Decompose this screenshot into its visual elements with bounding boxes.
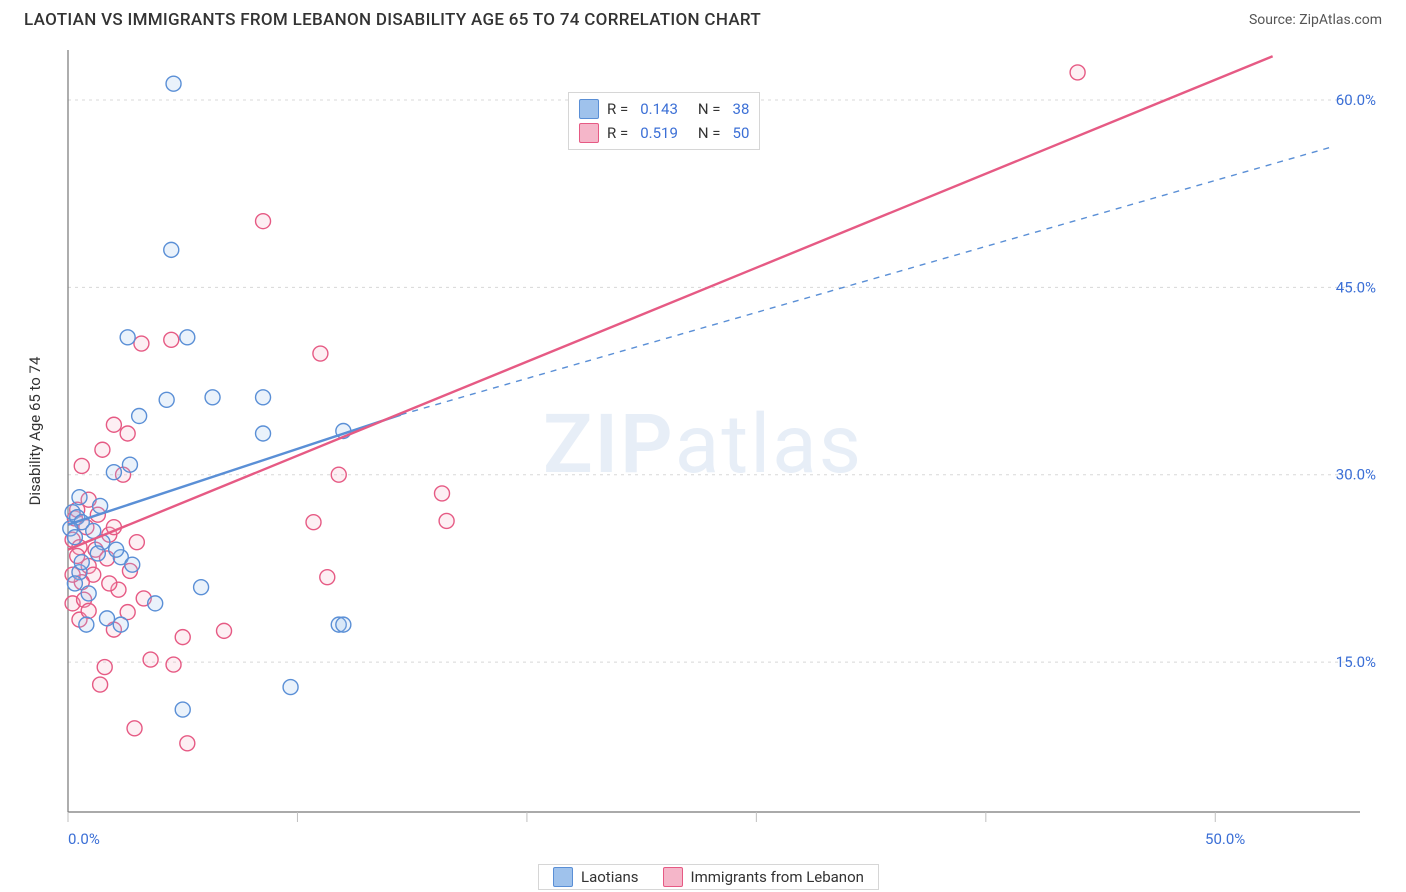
scatter-point bbox=[132, 409, 147, 424]
scatter-point bbox=[164, 242, 179, 257]
scatter-point bbox=[180, 736, 195, 751]
legend-swatch bbox=[579, 99, 599, 119]
scatter-point bbox=[122, 457, 137, 472]
legend-r-label: R = bbox=[607, 100, 628, 118]
scatter-point bbox=[129, 535, 144, 550]
legend-r-value: 0.519 bbox=[640, 124, 678, 142]
svg-text:Disability Age 65 to 74: Disability Age 65 to 74 bbox=[26, 356, 44, 505]
scatter-point bbox=[72, 490, 87, 505]
scatter-point bbox=[97, 660, 112, 675]
scatter-point bbox=[331, 467, 346, 482]
source-attribution: Source: ZipAtlas.com bbox=[1249, 12, 1382, 28]
legend-n-label: N = bbox=[698, 124, 721, 142]
chart-container: 15.0% 30.0% 45.0% 60.0% 0.0% 50.0% Disability … bbox=[20, 42, 1386, 882]
scatter-point bbox=[74, 458, 89, 473]
legend-swatch bbox=[579, 123, 599, 143]
legend-row: R = 0.143 N = 38 bbox=[579, 97, 749, 121]
scatter-point bbox=[81, 603, 96, 618]
scatter-point bbox=[127, 721, 142, 736]
scatter-point bbox=[256, 390, 271, 405]
scatter-point bbox=[306, 515, 321, 530]
scatter-point bbox=[256, 426, 271, 441]
legend-item-label: Immigrants from Lebanon bbox=[691, 868, 864, 886]
scatter-point bbox=[106, 417, 121, 432]
scatter-chart: 15.0% 30.0% 45.0% 60.0% 0.0% 50.0% Disability … bbox=[20, 42, 1386, 882]
source-prefix: Source: bbox=[1249, 12, 1299, 28]
scatter-point bbox=[93, 677, 108, 692]
scatter-point bbox=[120, 330, 135, 345]
scatter-point bbox=[113, 617, 128, 632]
scatter-point bbox=[148, 596, 163, 611]
legend-n-value: 50 bbox=[733, 124, 750, 142]
scatter-point bbox=[313, 346, 328, 361]
legend-r-label: R = bbox=[607, 124, 628, 142]
scatter-point bbox=[102, 576, 117, 591]
svg-text:15.0%: 15.0% bbox=[1336, 653, 1376, 671]
svg-text:45.0%: 45.0% bbox=[1336, 278, 1376, 296]
legend-swatch bbox=[663, 867, 683, 887]
legend-item: Immigrants from Lebanon bbox=[663, 867, 864, 887]
scatter-point bbox=[205, 390, 220, 405]
legend-n-value: 38 bbox=[733, 100, 750, 118]
scatter-point bbox=[194, 580, 209, 595]
svg-text:0.0%: 0.0% bbox=[68, 830, 100, 848]
scatter-point bbox=[95, 442, 110, 457]
scatter-point bbox=[217, 623, 232, 638]
legend-item: Laotians bbox=[553, 867, 639, 887]
scatter-point bbox=[134, 336, 149, 351]
legend-item-label: Laotians bbox=[581, 868, 639, 886]
regression-line-extrapolated bbox=[401, 147, 1330, 414]
scatter-point bbox=[256, 214, 271, 229]
chart-title: LAOTIAN VS IMMIGRANTS FROM LEBANON DISAB… bbox=[24, 10, 761, 30]
legend-swatch bbox=[553, 867, 573, 887]
scatter-point bbox=[175, 702, 190, 717]
scatter-point bbox=[164, 332, 179, 347]
legend-n-label: N = bbox=[698, 100, 721, 118]
scatter-point bbox=[106, 465, 121, 480]
scatter-point bbox=[175, 630, 190, 645]
svg-text:30.0%: 30.0% bbox=[1336, 466, 1376, 484]
scatter-point bbox=[159, 392, 174, 407]
scatter-point bbox=[439, 513, 454, 528]
scatter-point bbox=[336, 617, 351, 632]
scatter-point bbox=[74, 555, 89, 570]
scatter-point bbox=[320, 570, 335, 585]
scatter-point bbox=[79, 617, 94, 632]
scatter-point bbox=[435, 486, 450, 501]
scatter-point bbox=[1070, 65, 1085, 80]
source-link[interactable]: ZipAtlas.com bbox=[1299, 12, 1382, 28]
chart-header: LAOTIAN VS IMMIGRANTS FROM LEBANON DISAB… bbox=[0, 0, 1406, 36]
legend-row: R = 0.519 N = 50 bbox=[579, 121, 749, 145]
legend-r-value: 0.143 bbox=[640, 100, 678, 118]
scatter-point bbox=[166, 657, 181, 672]
scatter-point bbox=[166, 76, 181, 91]
scatter-point bbox=[120, 426, 135, 441]
scatter-point bbox=[67, 530, 82, 545]
scatter-point bbox=[109, 542, 124, 557]
series-legend: Laotians Immigrants from Lebanon bbox=[538, 864, 879, 890]
svg-text:60.0%: 60.0% bbox=[1336, 91, 1376, 109]
scatter-point bbox=[67, 576, 82, 591]
correlation-legend: R = 0.143 N = 38 R = 0.519 N = 50 bbox=[568, 92, 760, 150]
svg-text:50.0%: 50.0% bbox=[1205, 830, 1245, 848]
scatter-point bbox=[90, 546, 105, 561]
scatter-point bbox=[100, 611, 115, 626]
scatter-point bbox=[125, 557, 140, 572]
scatter-point bbox=[180, 330, 195, 345]
scatter-point bbox=[143, 652, 158, 667]
scatter-point bbox=[81, 586, 96, 601]
scatter-point bbox=[283, 680, 298, 695]
